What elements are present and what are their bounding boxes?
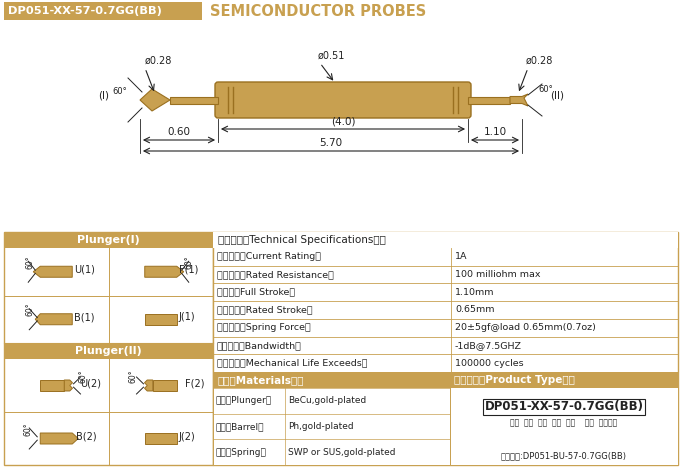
- Bar: [213, 232, 678, 248]
- Text: 频率带宽（Bandwidth）: 频率带宽（Bandwidth）: [217, 341, 302, 350]
- Bar: [4, 343, 213, 359]
- Text: 额定弹力（Spring Force）: 额定弹力（Spring Force）: [217, 323, 311, 332]
- Text: (4.0): (4.0): [331, 116, 355, 126]
- Text: 0.65mm: 0.65mm: [455, 306, 494, 314]
- Text: 额定电流（Current Rating）: 额定电流（Current Rating）: [217, 252, 321, 261]
- Text: 60°: 60°: [78, 369, 87, 383]
- Text: SWP or SUS,gold-plated: SWP or SUS,gold-plated: [288, 447, 396, 457]
- Text: 60°: 60°: [25, 303, 34, 316]
- Text: B(2): B(2): [76, 431, 97, 441]
- Text: DP051-XX-57-0.7GG(BB): DP051-XX-57-0.7GG(BB): [8, 6, 162, 16]
- Text: SEMICONDUCTOR PROBES: SEMICONDUCTOR PROBES: [210, 3, 426, 18]
- Text: ø0.28: ø0.28: [145, 56, 173, 66]
- Text: Ph,gold-plated: Ph,gold-plated: [288, 422, 354, 431]
- FancyBboxPatch shape: [215, 82, 471, 118]
- Polygon shape: [35, 314, 72, 325]
- Bar: [213, 232, 678, 465]
- Polygon shape: [510, 94, 528, 106]
- Text: 弹簧（Spring）: 弹簧（Spring）: [216, 447, 267, 457]
- Text: 0.60: 0.60: [168, 127, 190, 137]
- Bar: [170, 96, 218, 103]
- Text: 技术要求（Technical Specifications）：: 技术要求（Technical Specifications）：: [218, 235, 386, 245]
- Text: 60°: 60°: [185, 255, 194, 269]
- Polygon shape: [145, 314, 177, 325]
- Text: 100 milliohm max: 100 milliohm max: [455, 270, 541, 279]
- Text: BeCu,gold-plated: BeCu,gold-plated: [288, 396, 366, 405]
- Polygon shape: [64, 380, 72, 391]
- Polygon shape: [145, 380, 153, 391]
- Text: 1A: 1A: [455, 252, 467, 261]
- Text: J(2): J(2): [179, 431, 196, 441]
- Text: ø0.51: ø0.51: [318, 51, 345, 61]
- Text: J(1): J(1): [179, 312, 195, 322]
- Polygon shape: [40, 433, 78, 444]
- Text: 60°: 60°: [23, 422, 32, 436]
- Text: 1.10: 1.10: [484, 127, 507, 137]
- Bar: [4, 232, 213, 248]
- Bar: [4, 232, 213, 465]
- Text: 100000 cycles: 100000 cycles: [455, 359, 524, 368]
- Polygon shape: [33, 266, 72, 277]
- Text: (II): (II): [550, 90, 564, 100]
- Text: 额定电阻（Rated Resistance）: 额定电阻（Rated Resistance）: [217, 270, 334, 279]
- Bar: [450, 372, 678, 388]
- Text: 测试寿命（Mechanical Life Exceeds）: 测试寿命（Mechanical Life Exceeds）: [217, 359, 368, 368]
- Polygon shape: [145, 433, 177, 444]
- Text: 5.70: 5.70: [319, 138, 342, 148]
- Bar: [450, 372, 678, 465]
- Text: 60°: 60°: [128, 369, 138, 383]
- Polygon shape: [40, 380, 64, 391]
- Text: -1dB@7.5GHZ: -1dB@7.5GHZ: [455, 341, 522, 350]
- Text: 1.10mm: 1.10mm: [455, 288, 494, 297]
- Text: 订购举例:DP051-BU-57-0.7GG(BB): 订购举例:DP051-BU-57-0.7GG(BB): [501, 452, 627, 461]
- Text: ø0.28: ø0.28: [526, 56, 553, 66]
- Text: 针管（Barrel）: 针管（Barrel）: [216, 422, 265, 431]
- Bar: [468, 96, 510, 103]
- Polygon shape: [145, 266, 183, 277]
- Text: 材质（Materials）：: 材质（Materials）：: [217, 375, 303, 385]
- Text: 60°: 60°: [538, 85, 552, 94]
- Text: 60°: 60°: [25, 255, 34, 269]
- Text: 系列  规格  头型  总长  弹力    镀金  针头树脂: 系列 规格 头型 总长 弹力 镀金 针头树脂: [510, 418, 618, 427]
- Text: (I): (I): [98, 90, 109, 100]
- Bar: [213, 372, 450, 388]
- Text: 20±5gf@load 0.65mm(0.7oz): 20±5gf@load 0.65mm(0.7oz): [455, 323, 596, 332]
- Text: 成品型号（Product Type）：: 成品型号（Product Type）：: [454, 375, 575, 385]
- Bar: [4, 2, 202, 20]
- Text: Plunger(II): Plunger(II): [75, 346, 142, 356]
- Text: DP051-XX-57-0.7GG(BB): DP051-XX-57-0.7GG(BB): [484, 400, 644, 414]
- Bar: [213, 372, 450, 465]
- Text: 60°: 60°: [112, 87, 127, 96]
- Text: U(1): U(1): [74, 265, 95, 275]
- Text: Plunger(I): Plunger(I): [77, 235, 140, 245]
- Text: F(2): F(2): [185, 378, 204, 389]
- Text: 针头（Plunger）: 针头（Plunger）: [216, 396, 272, 405]
- Polygon shape: [140, 89, 170, 111]
- Text: F(1): F(1): [179, 265, 198, 275]
- Text: B(1): B(1): [74, 312, 95, 322]
- Text: U(2): U(2): [80, 378, 101, 389]
- Text: 额定行程（Rated Stroke）: 额定行程（Rated Stroke）: [217, 306, 312, 314]
- Polygon shape: [153, 380, 177, 391]
- Text: 满行程（Full Stroke）: 满行程（Full Stroke）: [217, 288, 295, 297]
